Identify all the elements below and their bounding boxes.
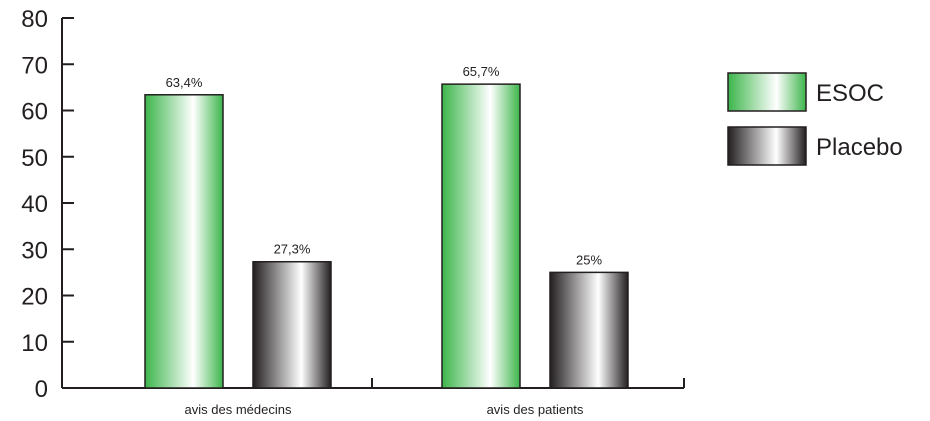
- y-tick-label: 50: [21, 145, 48, 172]
- legend: ESOC Placebo: [727, 72, 903, 166]
- y-tick-label: 20: [21, 284, 48, 311]
- bar-esoc: [144, 94, 224, 389]
- y-tick-label: 40: [21, 191, 48, 218]
- data-label: 63,4%: [166, 75, 203, 90]
- axes: 0 10 20 30 40 50 60 70 80 avis des médecins avis d…: [21, 6, 685, 417]
- legend-label-esoc: ESOC: [816, 80, 884, 107]
- bars: 63,4% 65,7% 27,3% 25%: [144, 64, 629, 389]
- legend-swatch-esoc: [727, 72, 807, 112]
- y-tick-label: 30: [21, 237, 48, 264]
- y-tick-label: 60: [21, 99, 48, 126]
- x-tick-label: avis des médecins: [185, 402, 292, 417]
- x-tick-label: avis des patients: [487, 402, 584, 417]
- legend-label-placebo: Placebo: [816, 134, 903, 161]
- bar-esoc: [441, 83, 521, 389]
- y-tick-label: 0: [35, 376, 48, 403]
- data-label: 27,3%: [274, 242, 311, 257]
- y-tick-label: 10: [21, 330, 48, 357]
- y-tick-label: 80: [21, 6, 48, 33]
- bar-placebo: [549, 271, 629, 389]
- legend-swatch-placebo: [727, 126, 807, 166]
- y-tick-label: 70: [21, 52, 48, 79]
- bar-placebo: [252, 260, 332, 389]
- data-label: 25%: [576, 252, 602, 267]
- data-label: 65,7%: [463, 64, 500, 79]
